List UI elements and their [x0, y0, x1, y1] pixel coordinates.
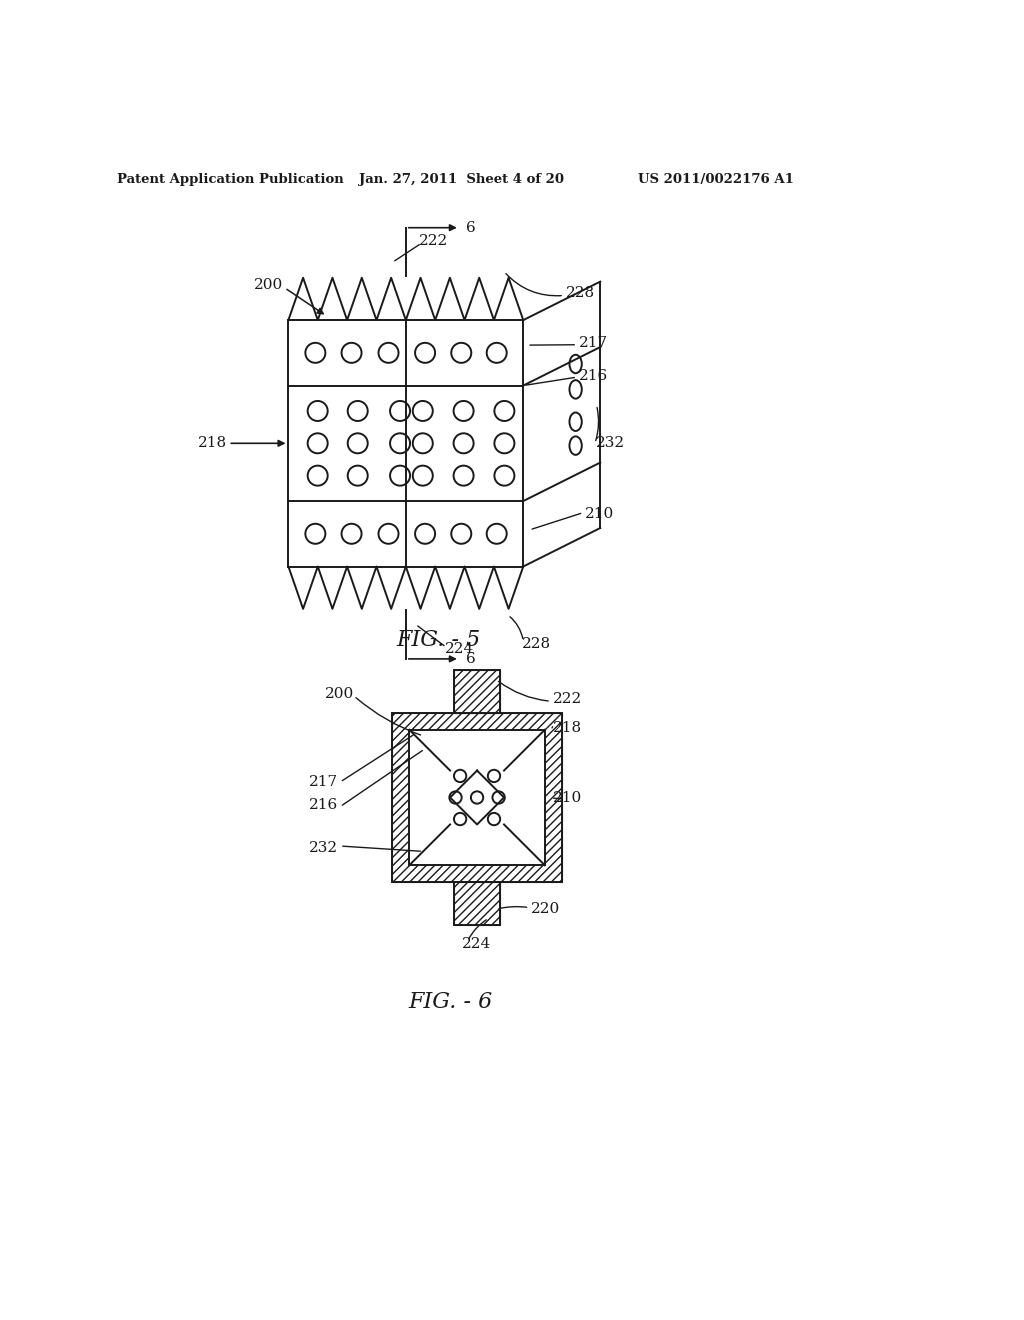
Bar [392, 713, 562, 882]
Text: 224: 224 [444, 642, 474, 656]
Bar [454, 671, 500, 713]
Text: 222: 222 [553, 692, 582, 706]
Text: 210: 210 [585, 507, 614, 521]
Text: 210: 210 [553, 791, 582, 804]
Text: 222: 222 [419, 234, 449, 248]
Text: 228: 228 [521, 636, 551, 651]
Text: FIG. - 5: FIG. - 5 [396, 628, 480, 651]
Text: 218: 218 [198, 437, 226, 450]
Text: 216: 216 [579, 368, 608, 383]
Text: FIG. - 6: FIG. - 6 [408, 990, 493, 1012]
Bar [392, 713, 562, 882]
Text: 217: 217 [309, 775, 339, 789]
Text: 232: 232 [309, 841, 339, 854]
Text: Jan. 27, 2011  Sheet 4 of 20: Jan. 27, 2011 Sheet 4 of 20 [359, 173, 564, 186]
Text: US 2011/0022176 A1: US 2011/0022176 A1 [638, 173, 794, 186]
Text: 232: 232 [596, 437, 626, 450]
Bar [454, 882, 500, 924]
Text: Patent Application Publication: Patent Application Publication [118, 173, 344, 186]
Bar [410, 730, 545, 866]
Text: 6: 6 [466, 220, 475, 235]
Text: 228: 228 [565, 286, 595, 300]
Text: 220: 220 [531, 902, 560, 916]
Text: 200: 200 [254, 279, 283, 293]
Text: 217: 217 [579, 337, 608, 350]
Bar [454, 671, 500, 713]
Text: 6: 6 [466, 652, 475, 665]
Text: 200: 200 [325, 686, 354, 701]
Bar [454, 882, 500, 924]
Text: 218: 218 [553, 721, 582, 735]
Text: 224: 224 [462, 937, 490, 950]
Text: 216: 216 [309, 799, 339, 812]
